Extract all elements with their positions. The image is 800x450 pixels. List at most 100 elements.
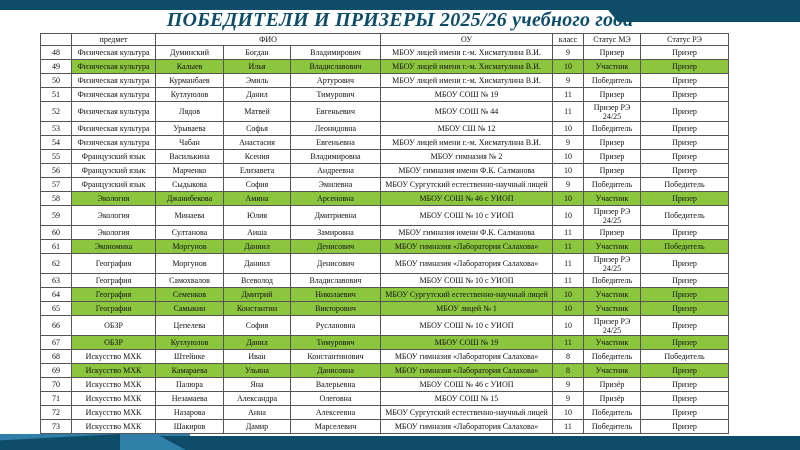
table-header-row: предмет ФИО ОУ класс Статус МЭ Статус РЭ xyxy=(40,33,730,46)
grade-cell: 10 xyxy=(552,59,585,74)
subject-cell: Физическая культура xyxy=(71,45,156,60)
middle-name-cell: Дмитриевна xyxy=(289,205,382,226)
header-subject: предмет xyxy=(71,33,156,46)
first-name-cell: Амина xyxy=(223,191,291,206)
status-re-cell: Призер xyxy=(640,149,730,164)
middle-name-cell: Олеговна xyxy=(289,391,382,406)
last-name-cell: Штейнке xyxy=(155,349,224,364)
last-name-cell: Чабан xyxy=(155,135,224,150)
status-re-cell: Победитель xyxy=(640,205,730,226)
table-row: 63 География Самохвалов Всеволод Владиславов… xyxy=(40,273,730,288)
first-name-cell: Даниил xyxy=(223,239,291,254)
first-name-cell: Данил xyxy=(223,335,291,350)
row-number: 73 xyxy=(40,419,72,434)
subject-cell: Искусство МХК xyxy=(71,405,156,420)
last-name-cell: Сыдыкова xyxy=(155,177,224,192)
first-name-cell: Александра xyxy=(223,391,291,406)
row-number: 68 xyxy=(40,349,72,364)
first-name-cell: Илья xyxy=(223,59,291,74)
middle-name-cell: Тимурович xyxy=(289,87,382,102)
grade-cell: 11 xyxy=(552,419,585,434)
status-re-cell: Призер xyxy=(640,391,730,406)
grade-cell: 10 xyxy=(552,315,585,336)
subject-cell: Физическая культура xyxy=(71,59,156,74)
grade-cell: 8 xyxy=(552,349,585,364)
table-row: 50 Физическая культура Курманбаев Эмиль Арту… xyxy=(40,73,730,88)
status-me-cell: Победитель xyxy=(583,273,642,288)
status-me-cell: Участник xyxy=(583,363,642,378)
row-number: 65 xyxy=(40,301,72,316)
first-name-cell: Иван xyxy=(223,349,291,364)
grade-cell: 10 xyxy=(552,301,585,316)
school-cell: МБОУ гимназия «Лаборатория Салахова» xyxy=(380,363,554,378)
status-re-cell: Призер xyxy=(640,45,730,60)
table-row: 73 Искусство МХК Шакиров Дамир Марселевич МБО… xyxy=(40,419,730,434)
grade-cell: 9 xyxy=(552,45,585,60)
first-name-cell: Софья xyxy=(223,121,291,136)
middle-name-cell: Тимурович xyxy=(289,335,382,350)
status-me-cell: Призер xyxy=(583,149,642,164)
last-name-cell: Семенков xyxy=(155,287,224,302)
school-cell: МБОУ СШ № 12 xyxy=(380,121,554,136)
last-name-cell: Урываева xyxy=(155,121,224,136)
status-me-cell: Участник xyxy=(583,191,642,206)
status-re-cell: Призер xyxy=(640,163,730,178)
middle-name-cell: Марселевич xyxy=(289,419,382,434)
grade-cell: 10 xyxy=(552,405,585,420)
last-name-cell: Шакиров xyxy=(155,419,224,434)
status-re-cell: Призер xyxy=(640,73,730,88)
school-cell: МБОУ гимназия имени Ф.К. Салманова xyxy=(380,225,554,240)
last-name-cell: Думинский xyxy=(155,45,224,60)
middle-name-cell: Андреевна xyxy=(289,163,382,178)
first-name-cell: Всеволод xyxy=(223,273,291,288)
table-row: 67 ОБЗР Кутлуюлов Данил Тимурович МБОУ СОШ № … xyxy=(40,335,730,350)
status-re-cell: Победитель xyxy=(640,239,730,254)
subject-cell: Физическая культура xyxy=(71,101,156,122)
status-re-cell: Призер xyxy=(640,253,730,274)
school-cell: МБОУ СОШ № 46 с УИОП xyxy=(380,191,554,206)
status-re-cell: Призер xyxy=(640,419,730,434)
school-cell: МБОУ СОШ № 15 xyxy=(380,391,554,406)
grade-cell: 11 xyxy=(552,87,585,102)
school-cell: МБОУ лицей имени г.-м. Хисматулина В.И. xyxy=(380,59,554,74)
header-status-me: Статус МЭ xyxy=(583,33,642,46)
school-cell: МБОУ лицей имени г.-м. Хисматулина В.И. xyxy=(380,45,554,60)
school-cell: МБОУ СОШ № 10 с УИОП xyxy=(380,315,554,336)
table-row: 49 Физическая культура Калыев Илья Владислав… xyxy=(40,59,730,74)
status-me-cell: Победитель xyxy=(583,177,642,192)
status-me-cell: Призер РЭ 24/25 xyxy=(583,315,642,336)
last-name-cell: Незамаева xyxy=(155,391,224,406)
bottom-banner xyxy=(160,436,800,450)
table-row: 52 Физическая культура Лядов Матвей Евгеньев… xyxy=(40,101,730,122)
first-name-cell: Константин xyxy=(223,301,291,316)
grade-cell: 11 xyxy=(552,239,585,254)
subject-cell: Искусство МХК xyxy=(71,391,156,406)
grade-cell: 9 xyxy=(552,177,585,192)
middle-name-cell: Денисович xyxy=(289,253,382,274)
first-name-cell: Юлия xyxy=(223,205,291,226)
subject-cell: Искусство МХК xyxy=(71,377,156,392)
school-cell: МБОУ лицей имени г.-м. Хисматулина В.И. xyxy=(380,135,554,150)
table-row: 54 Физическая культура Чабан Анастасия Евген… xyxy=(40,135,730,150)
grade-cell: 11 xyxy=(552,101,585,122)
status-me-cell: Участник xyxy=(583,239,642,254)
last-name-cell: Кутлуюлов xyxy=(155,335,224,350)
last-name-cell: Василькина xyxy=(155,149,224,164)
status-re-cell: Призер xyxy=(640,301,730,316)
status-re-cell: Призер xyxy=(640,287,730,302)
last-name-cell: Цепелева xyxy=(155,315,224,336)
row-number: 70 xyxy=(40,377,72,392)
middle-name-cell: Арсеновна xyxy=(289,191,382,206)
school-cell: МБОУ гимназия «Лаборатория Салахова» xyxy=(380,349,554,364)
middle-name-cell: Константинович xyxy=(289,349,382,364)
school-cell: МБОУ СОШ № 10 с УИОП xyxy=(380,273,554,288)
first-name-cell: Дмитрий xyxy=(223,287,291,302)
grade-cell: 10 xyxy=(552,149,585,164)
subject-cell: Французский язык xyxy=(71,177,156,192)
status-me-cell: Участник xyxy=(583,59,642,74)
grade-cell: 11 xyxy=(552,225,585,240)
header-school: ОУ xyxy=(380,33,554,46)
subject-cell: Физическая культура xyxy=(71,135,156,150)
grade-cell: 10 xyxy=(552,163,585,178)
first-name-cell: Аиша xyxy=(223,225,291,240)
